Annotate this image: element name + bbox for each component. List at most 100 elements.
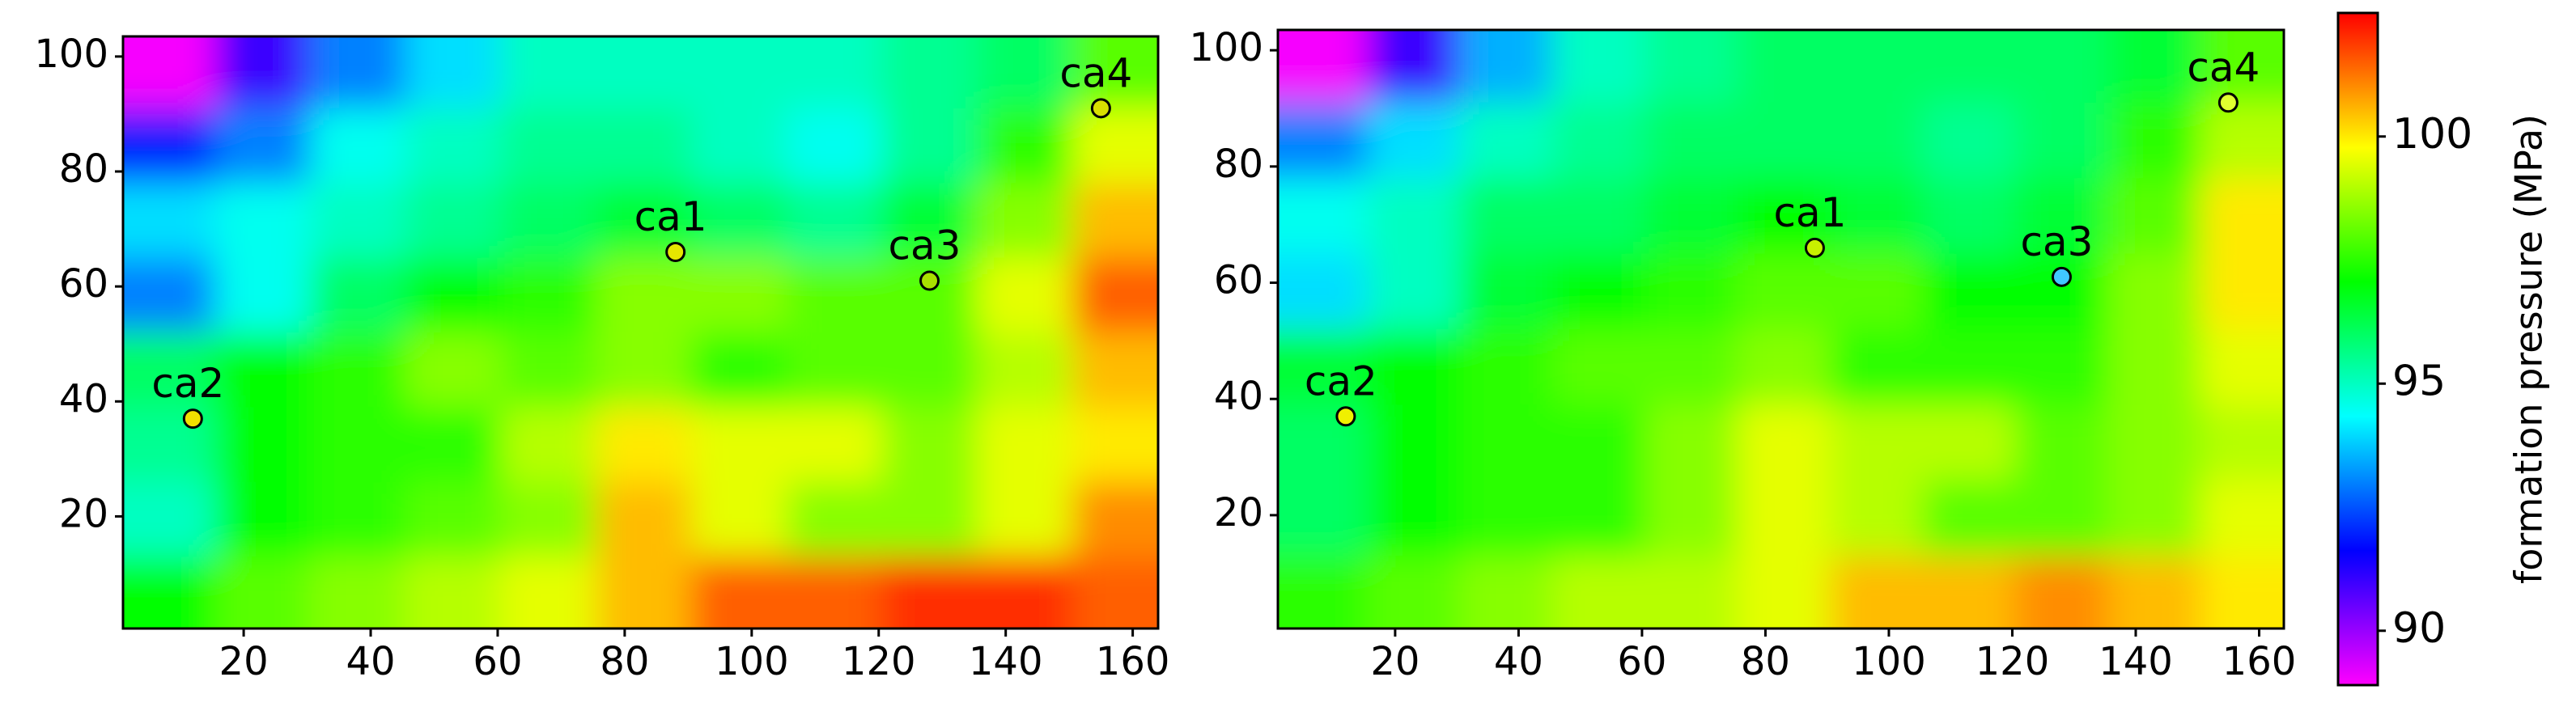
- heatmap-cell: [596, 481, 693, 558]
- heatmap-cell: [1552, 480, 1646, 557]
- heatmap-cell: [2200, 178, 2284, 255]
- heatmap-cell: [1278, 329, 1369, 406]
- heatmap-cell: [1738, 253, 1831, 330]
- heatmap-cell: [596, 36, 693, 109]
- x-tick-label: 120: [842, 639, 916, 684]
- heatmap-cell: [1367, 253, 1461, 330]
- heatmap-cell: [977, 257, 1074, 333]
- heatmap-cell: [214, 108, 312, 184]
- x-tick-label: 80: [1741, 639, 1790, 684]
- x-tick-label: 140: [2099, 639, 2173, 684]
- heatmap-cell: [1738, 404, 1831, 481]
- heatmap-cell: [310, 481, 407, 558]
- heatmap-cell: [1644, 556, 1739, 628]
- heatmap-cell: [1278, 480, 1369, 557]
- marker-label: ca4: [1059, 49, 1132, 96]
- heatmap-cell: [977, 332, 1074, 408]
- heatmap-cell: [1552, 556, 1646, 628]
- heatmap-cell: [123, 481, 216, 558]
- heatmap-cell: [977, 183, 1074, 259]
- heatmap-cell: [405, 257, 502, 333]
- heatmap-cell: [1830, 178, 1924, 255]
- heatmap-cell: [2015, 253, 2109, 330]
- y-tick-label: 40: [1214, 374, 1263, 419]
- axes-frame: [1276, 28, 2285, 630]
- heatmap-cell: [691, 332, 787, 408]
- heatmap-cell: [881, 407, 978, 483]
- heatmap-cell: [1738, 329, 1831, 406]
- x-tick-label: 160: [1096, 639, 1170, 684]
- marker-label: ca3: [889, 222, 961, 269]
- heatmap-cell: [1278, 30, 1369, 104]
- heatmap-cell: [405, 481, 502, 558]
- heatmap-cell: [1644, 329, 1739, 406]
- heatmap-cell: [1367, 102, 1461, 180]
- heatmap-cell: [310, 407, 407, 483]
- x-tick-label: 100: [1852, 639, 1926, 684]
- marker-label: ca2: [151, 360, 224, 407]
- heatmap-cell: [1552, 253, 1646, 330]
- marker: [1335, 406, 1356, 427]
- y-tick-label: 100: [34, 32, 108, 77]
- heatmap-cell: [881, 36, 978, 109]
- heatmap-cell: [310, 557, 407, 628]
- heatmap-cell: [2107, 480, 2202, 557]
- heatmap-cell: [1644, 480, 1739, 557]
- x-tick-label: 80: [600, 639, 649, 684]
- x-tick-label: 60: [1617, 639, 1666, 684]
- marker: [2217, 92, 2239, 113]
- heatmap-cell: [1922, 30, 2017, 104]
- heatmap-cell: [1552, 102, 1646, 180]
- heatmap-cell: [123, 36, 216, 109]
- x-tick-label: 40: [1494, 639, 1543, 684]
- heatmap-cell: [1922, 480, 2017, 557]
- heatmap-cell: [596, 557, 693, 628]
- heatmap-cell: [1552, 30, 1646, 104]
- heatmap-cell: [1072, 557, 1158, 628]
- heatmap-cell: [1922, 404, 2017, 481]
- heatmap-cell: [1830, 30, 1924, 104]
- heatmap-cell: [214, 332, 312, 408]
- heatmap-cell: [1830, 556, 1924, 628]
- x-tick-label: 40: [346, 639, 395, 684]
- heatmap-cell: [310, 183, 407, 259]
- heatmap-cell: [881, 557, 978, 628]
- heatmap-cell: [2200, 329, 2284, 406]
- heatmap-cell: [1459, 556, 1554, 628]
- heatmap-cell: [1644, 102, 1739, 180]
- heatmap-cell: [500, 36, 597, 109]
- heatmap-cell: [2107, 30, 2202, 104]
- heatmap-cell: [1830, 102, 1924, 180]
- y-tick-label: 80: [59, 146, 108, 192]
- heatmap-cell: [1367, 480, 1461, 557]
- heatmap-cell: [881, 108, 978, 184]
- heatmap-cell: [214, 183, 312, 259]
- heatmap-cell: [691, 407, 787, 483]
- heatmap-cells: [1278, 30, 2284, 628]
- heatmap-cell: [1922, 178, 2017, 255]
- colorbar-label: formation pressure (MPa): [2507, 114, 2551, 584]
- heatmap-cell: [1459, 30, 1554, 104]
- heatmap-cell: [2107, 404, 2202, 481]
- heatmap-cell: [1644, 30, 1739, 104]
- heatmap-cell: [1278, 253, 1369, 330]
- heatmap-cell: [1459, 253, 1554, 330]
- heatmap-cell: [310, 108, 407, 184]
- heatmap-cell: [1830, 329, 1924, 406]
- heatmap-cell: [691, 36, 787, 109]
- heatmap-cell: [977, 481, 1074, 558]
- heatmap-cell: [691, 108, 787, 184]
- heatmap-cell: [786, 557, 883, 628]
- heatmap-cell: [214, 481, 312, 558]
- heatmap-cell: [1459, 102, 1554, 180]
- heatmap-cell: [786, 407, 883, 483]
- colorbar: [2336, 11, 2379, 687]
- heatmap-cell: [1072, 407, 1158, 483]
- x-tick-label: 160: [2222, 639, 2297, 684]
- heatmap-cell: [123, 557, 216, 628]
- heatmap-cell: [1738, 30, 1831, 104]
- marker: [665, 242, 686, 263]
- heatmap-cell: [881, 481, 978, 558]
- heatmap-cell: [2200, 253, 2284, 330]
